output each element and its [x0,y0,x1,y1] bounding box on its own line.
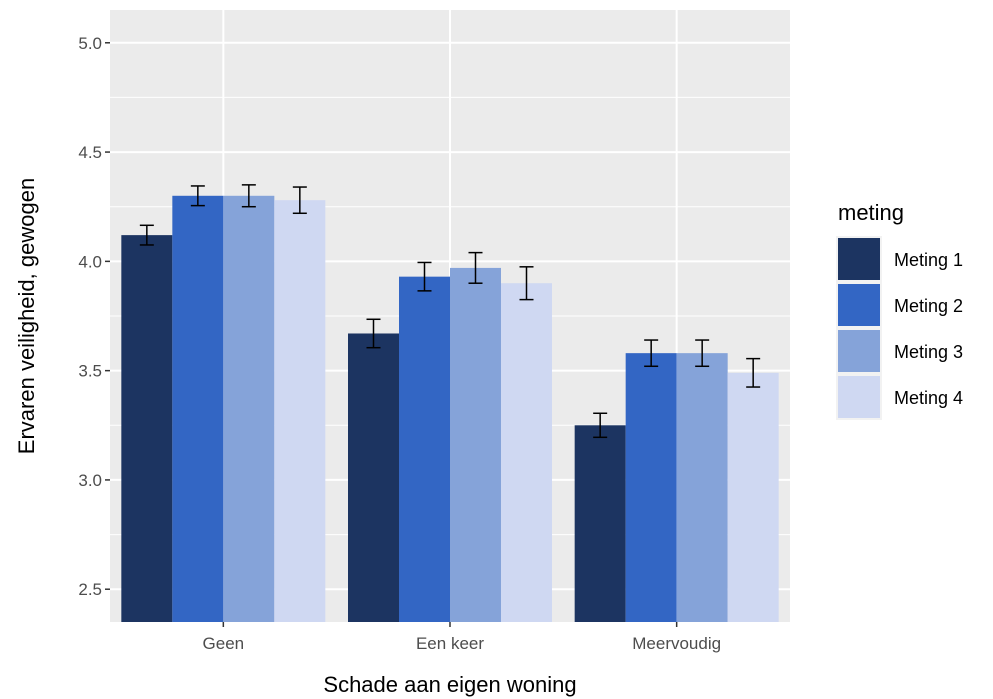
legend-swatch [838,330,880,372]
bar [501,283,552,622]
bar [223,195,275,623]
legend-label: Meting 4 [894,388,963,408]
bar [399,276,450,622]
legend: meting Meting 1 Meting 2 Meting 3 Meting 4 [836,200,963,420]
y-axis: 2.5 3.0 3.5 4.0 4.5 5.0 [78,34,110,599]
legend-label: Meting 1 [894,250,963,270]
bar [676,353,728,622]
y-tick-label: 4.5 [78,143,102,162]
x-tick-label: Een keer [416,634,484,653]
x-tick-label: Meervoudig [632,634,721,653]
x-axis-title: Schade aan eigen woning [323,672,576,697]
bar [625,353,677,622]
bar [348,333,399,622]
y-tick-label: 3.5 [78,362,102,381]
y-axis-title: Ervaren veiligheid, gewogen [14,178,39,454]
y-tick-label: 4.0 [78,252,102,271]
bars [121,195,779,623]
legend-label: Meting 2 [894,296,963,316]
bar [172,195,224,623]
legend-swatch [838,284,880,326]
y-tick-label: 5.0 [78,34,102,53]
bar [274,200,326,622]
bar [121,235,173,622]
legend-title: meting [838,200,904,225]
x-axis: Geen Een keer Meervoudig [203,622,721,653]
x-tick-label: Geen [203,634,245,653]
legend-swatch [838,376,880,418]
legend-swatch [838,238,880,280]
bar [574,425,626,622]
bar [450,267,501,622]
error-bars [139,184,761,439]
bar [727,372,779,622]
y-tick-label: 2.5 [78,580,102,599]
legend-label: Meting 3 [894,342,963,362]
y-tick-label: 3.0 [78,471,102,490]
